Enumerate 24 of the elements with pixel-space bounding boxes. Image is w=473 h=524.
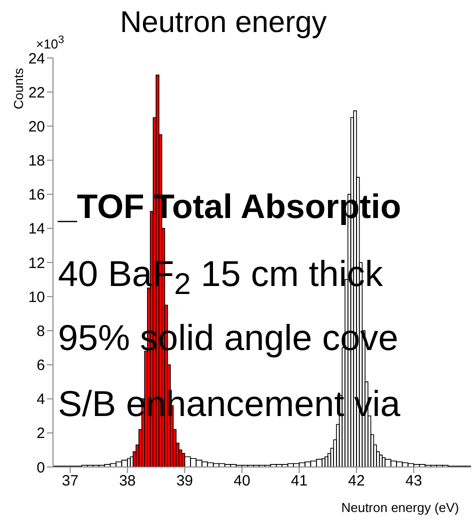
y-tick-label: 0 xyxy=(36,459,45,476)
chart-title: Neutron energy xyxy=(120,6,327,39)
y-tick-label: 16 xyxy=(28,186,45,204)
y-tick-label: 6 xyxy=(36,357,45,374)
x-tick-label: 40 xyxy=(234,472,250,490)
x-tick-label: 39 xyxy=(176,472,194,490)
x-axis-title: Neutron energy (eV) xyxy=(341,500,459,515)
axis-multiplier: ×10$^{3}$ xyxy=(36,34,64,52)
y-axis-title: Counts xyxy=(11,68,26,110)
y-tick-label: 8 xyxy=(36,322,45,340)
y-tick-label: 22 xyxy=(28,84,45,102)
y-tick-label: 20 xyxy=(28,118,45,136)
y-tick-label: 18 xyxy=(28,152,45,170)
x-tick-label: 43 xyxy=(405,472,422,490)
y-tick-label: 10 xyxy=(28,288,45,306)
y-tick-label: 4 xyxy=(36,391,45,408)
y-tick-label: 12 xyxy=(28,254,45,272)
x-tick-label: 38 xyxy=(119,472,136,490)
x-tick-label: 37 xyxy=(62,472,79,490)
y-tick-label: 24 xyxy=(28,50,45,68)
x-tick-label: 42 xyxy=(348,472,365,490)
y-tick-label: 2 xyxy=(36,425,45,442)
y-tick-label: 14 xyxy=(28,220,45,238)
x-tick-label: 41 xyxy=(290,472,308,490)
